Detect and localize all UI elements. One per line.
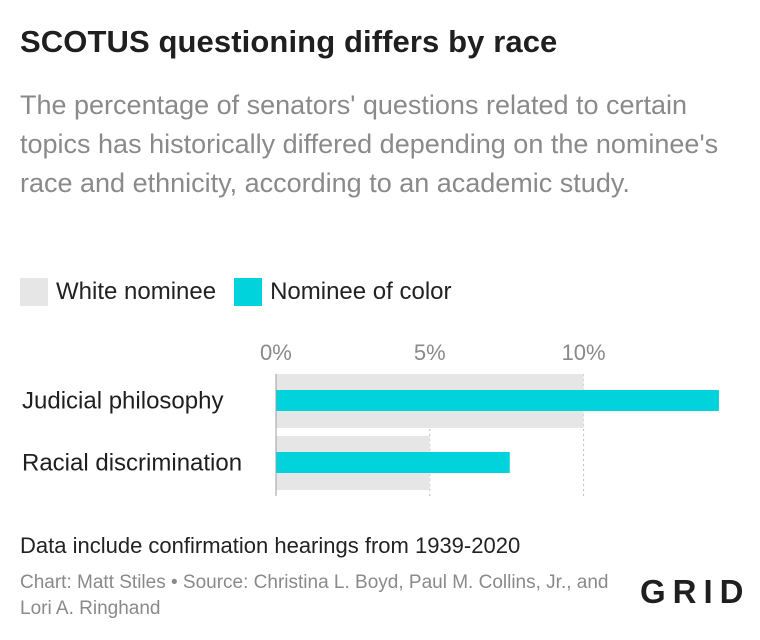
legend: White nominee Nominee of color xyxy=(20,278,470,306)
data-note: Data include confirmation hearings from … xyxy=(20,533,521,558)
legend-label-nominee-of-color: Nominee of color xyxy=(270,278,452,305)
chart-subtitle: The percentage of senators' questions re… xyxy=(20,90,719,198)
x-axis-ticks: 0% 5% 10% xyxy=(260,340,606,365)
legend-item-nominee-of-color: Nominee of color xyxy=(234,278,452,306)
legend-item-white-nominee: White nominee xyxy=(20,278,216,306)
tick-label-0: 0% xyxy=(260,340,292,365)
bar-nominee-of-color-judicial-philosophy xyxy=(276,390,719,411)
tick-label-10: 10% xyxy=(562,340,606,365)
tick-label-5: 5% xyxy=(414,340,446,365)
bar-chart: 0% 5% 10% Judicial philosophy Racial discri… xyxy=(22,340,719,496)
category-label-judicial-philosophy: Judicial philosophy xyxy=(22,388,223,415)
legend-swatch-nominee-of-color xyxy=(234,278,263,306)
chart-title: SCOTUS questioning differs by race xyxy=(20,24,558,59)
grid-logo: GRID xyxy=(640,573,751,610)
category-labels: Judicial philosophy Racial discrimination xyxy=(22,388,242,477)
bar-nominee-of-color-racial-discrimination xyxy=(276,452,510,473)
category-label-racial-discrimination: Racial discrimination xyxy=(22,450,242,477)
legend-swatch-white-nominee xyxy=(20,278,48,306)
source-credit: Chart: Matt Stiles • Source: Christina L… xyxy=(20,572,609,619)
legend-label-white-nominee: White nominee xyxy=(56,278,217,305)
bars xyxy=(276,374,719,490)
